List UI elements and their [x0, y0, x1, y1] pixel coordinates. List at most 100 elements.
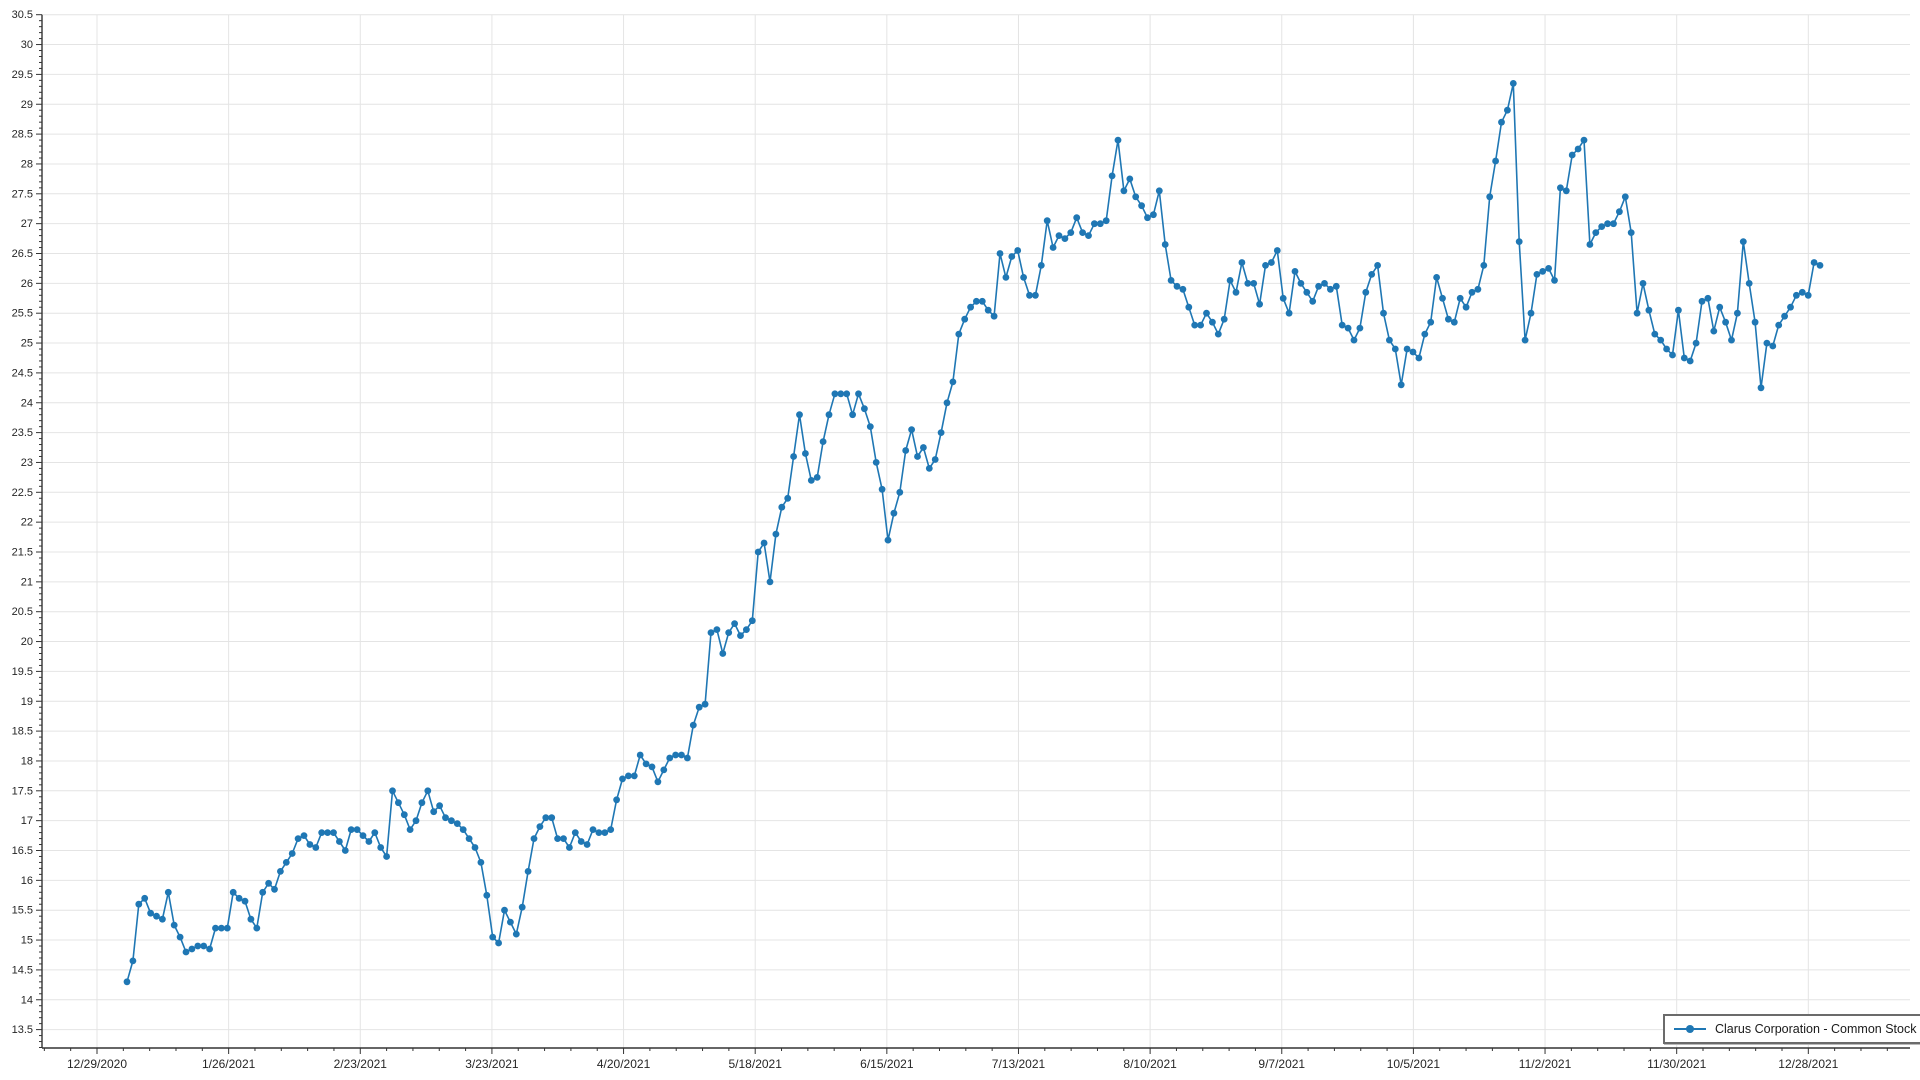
- data-point-marker[interactable]: [412, 817, 420, 825]
- data-point-marker[interactable]: [1627, 229, 1635, 237]
- data-point-marker[interactable]: [1209, 318, 1216, 326]
- data-point-marker[interactable]: [1462, 303, 1470, 311]
- data-point-marker[interactable]: [843, 390, 851, 398]
- data-point-marker[interactable]: [1391, 345, 1399, 353]
- data-point-marker[interactable]: [819, 438, 827, 445]
- data-point-marker[interactable]: [536, 823, 544, 830]
- data-point-marker[interactable]: [288, 850, 296, 857]
- data-point-marker[interactable]: [1539, 268, 1547, 275]
- data-point-marker[interactable]: [1096, 220, 1104, 228]
- data-point-marker[interactable]: [1409, 348, 1417, 356]
- data-point-marker[interactable]: [672, 751, 679, 759]
- data-point-marker[interactable]: [943, 399, 951, 407]
- data-point-marker[interactable]: [406, 826, 414, 833]
- data-point-marker[interactable]: [1091, 220, 1098, 228]
- data-point-marker[interactable]: [778, 503, 786, 511]
- data-point-marker[interactable]: [1557, 184, 1564, 192]
- data-point-marker[interactable]: [1509, 80, 1517, 87]
- data-point-marker[interactable]: [1386, 336, 1393, 344]
- data-point-marker[interactable]: [1551, 277, 1558, 284]
- data-point-marker[interactable]: [967, 303, 974, 311]
- data-point-marker[interactable]: [1356, 324, 1364, 332]
- data-point-marker[interactable]: [630, 772, 638, 780]
- data-point-marker[interactable]: [530, 835, 538, 842]
- data-point-marker[interactable]: [223, 924, 231, 932]
- data-point-marker[interactable]: [1769, 342, 1777, 350]
- data-point-marker[interactable]: [1120, 187, 1128, 195]
- data-point-marker[interactable]: [807, 477, 815, 484]
- data-point-marker[interactable]: [684, 754, 691, 762]
- data-point-marker[interactable]: [1480, 262, 1488, 269]
- data-point-marker[interactable]: [1020, 274, 1027, 281]
- data-point-marker[interactable]: [1527, 309, 1535, 317]
- data-point-marker[interactable]: [1380, 309, 1387, 317]
- data-point-marker[interactable]: [772, 530, 780, 538]
- data-point-marker[interactable]: [206, 945, 214, 953]
- data-point-marker[interactable]: [1055, 232, 1063, 240]
- data-point-marker[interactable]: [884, 536, 892, 544]
- data-point-marker[interactable]: [914, 453, 921, 460]
- data-point-marker[interactable]: [200, 942, 208, 950]
- data-point-marker[interactable]: [1680, 354, 1688, 362]
- data-point-marker[interactable]: [318, 829, 326, 836]
- data-point-marker[interactable]: [1167, 277, 1175, 284]
- data-point-marker[interactable]: [341, 847, 349, 854]
- data-point-marker[interactable]: [218, 924, 225, 932]
- data-point-marker[interactable]: [512, 930, 520, 938]
- data-point-marker[interactable]: [1775, 321, 1783, 329]
- data-point-marker[interactable]: [737, 632, 744, 639]
- data-point-marker[interactable]: [1362, 288, 1370, 296]
- data-point-marker[interactable]: [1598, 223, 1606, 231]
- data-point-marker[interactable]: [141, 894, 149, 902]
- data-point-marker[interactable]: [212, 924, 219, 932]
- data-point-marker[interactable]: [636, 751, 644, 759]
- data-point-marker[interactable]: [1173, 282, 1181, 290]
- data-point-marker[interactable]: [1256, 300, 1263, 308]
- data-point-marker[interactable]: [925, 465, 933, 472]
- data-point-marker[interactable]: [825, 411, 833, 419]
- data-point-marker[interactable]: [330, 829, 337, 836]
- data-point-marker[interactable]: [395, 799, 402, 807]
- data-point-marker[interactable]: [607, 826, 615, 833]
- legend[interactable]: Clarus Corporation - Common Stock: [1663, 1014, 1920, 1044]
- data-point-marker[interactable]: [1616, 208, 1623, 216]
- data-point-marker[interactable]: [353, 826, 361, 833]
- data-point-marker[interactable]: [1669, 351, 1676, 359]
- data-point-marker[interactable]: [595, 829, 603, 836]
- data-point-marker[interactable]: [849, 411, 856, 419]
- data-point-marker[interactable]: [489, 933, 497, 941]
- data-point-marker[interactable]: [1155, 187, 1163, 195]
- data-point-marker[interactable]: [170, 921, 178, 929]
- data-point-marker[interactable]: [813, 474, 821, 481]
- data-point-marker[interactable]: [937, 429, 945, 436]
- data-point-marker[interactable]: [1232, 288, 1240, 296]
- data-point-marker[interactable]: [324, 829, 331, 836]
- data-point-marker[interactable]: [501, 906, 508, 914]
- data-point-marker[interactable]: [1002, 274, 1010, 281]
- data-point-marker[interactable]: [949, 378, 957, 386]
- data-point-marker[interactable]: [866, 423, 874, 430]
- data-point-marker[interactable]: [436, 802, 443, 810]
- data-point-marker[interactable]: [182, 948, 190, 956]
- data-point-marker[interactable]: [872, 459, 880, 466]
- data-point-marker[interactable]: [300, 832, 308, 839]
- data-point-marker[interactable]: [459, 826, 467, 833]
- data-point-marker[interactable]: [453, 820, 461, 827]
- data-point-marker[interactable]: [448, 817, 455, 825]
- data-point-marker[interactable]: [725, 629, 733, 636]
- data-point-marker[interactable]: [1073, 214, 1081, 222]
- data-point-marker[interactable]: [1309, 297, 1317, 305]
- data-point-marker[interactable]: [973, 297, 980, 305]
- data-point-marker[interactable]: [1321, 280, 1328, 287]
- data-point-marker[interactable]: [1486, 193, 1494, 201]
- data-point-marker[interactable]: [1415, 354, 1423, 362]
- data-point-marker[interactable]: [1374, 262, 1381, 269]
- data-point-marker[interactable]: [371, 829, 379, 836]
- data-point-marker[interactable]: [1456, 294, 1464, 302]
- data-point-marker[interactable]: [282, 859, 290, 866]
- data-point-marker[interactable]: [1433, 274, 1440, 281]
- data-point-marker[interactable]: [619, 775, 626, 783]
- data-point-marker[interactable]: [1397, 381, 1405, 389]
- data-point-marker[interactable]: [1026, 291, 1033, 299]
- data-point-marker[interactable]: [1403, 345, 1411, 353]
